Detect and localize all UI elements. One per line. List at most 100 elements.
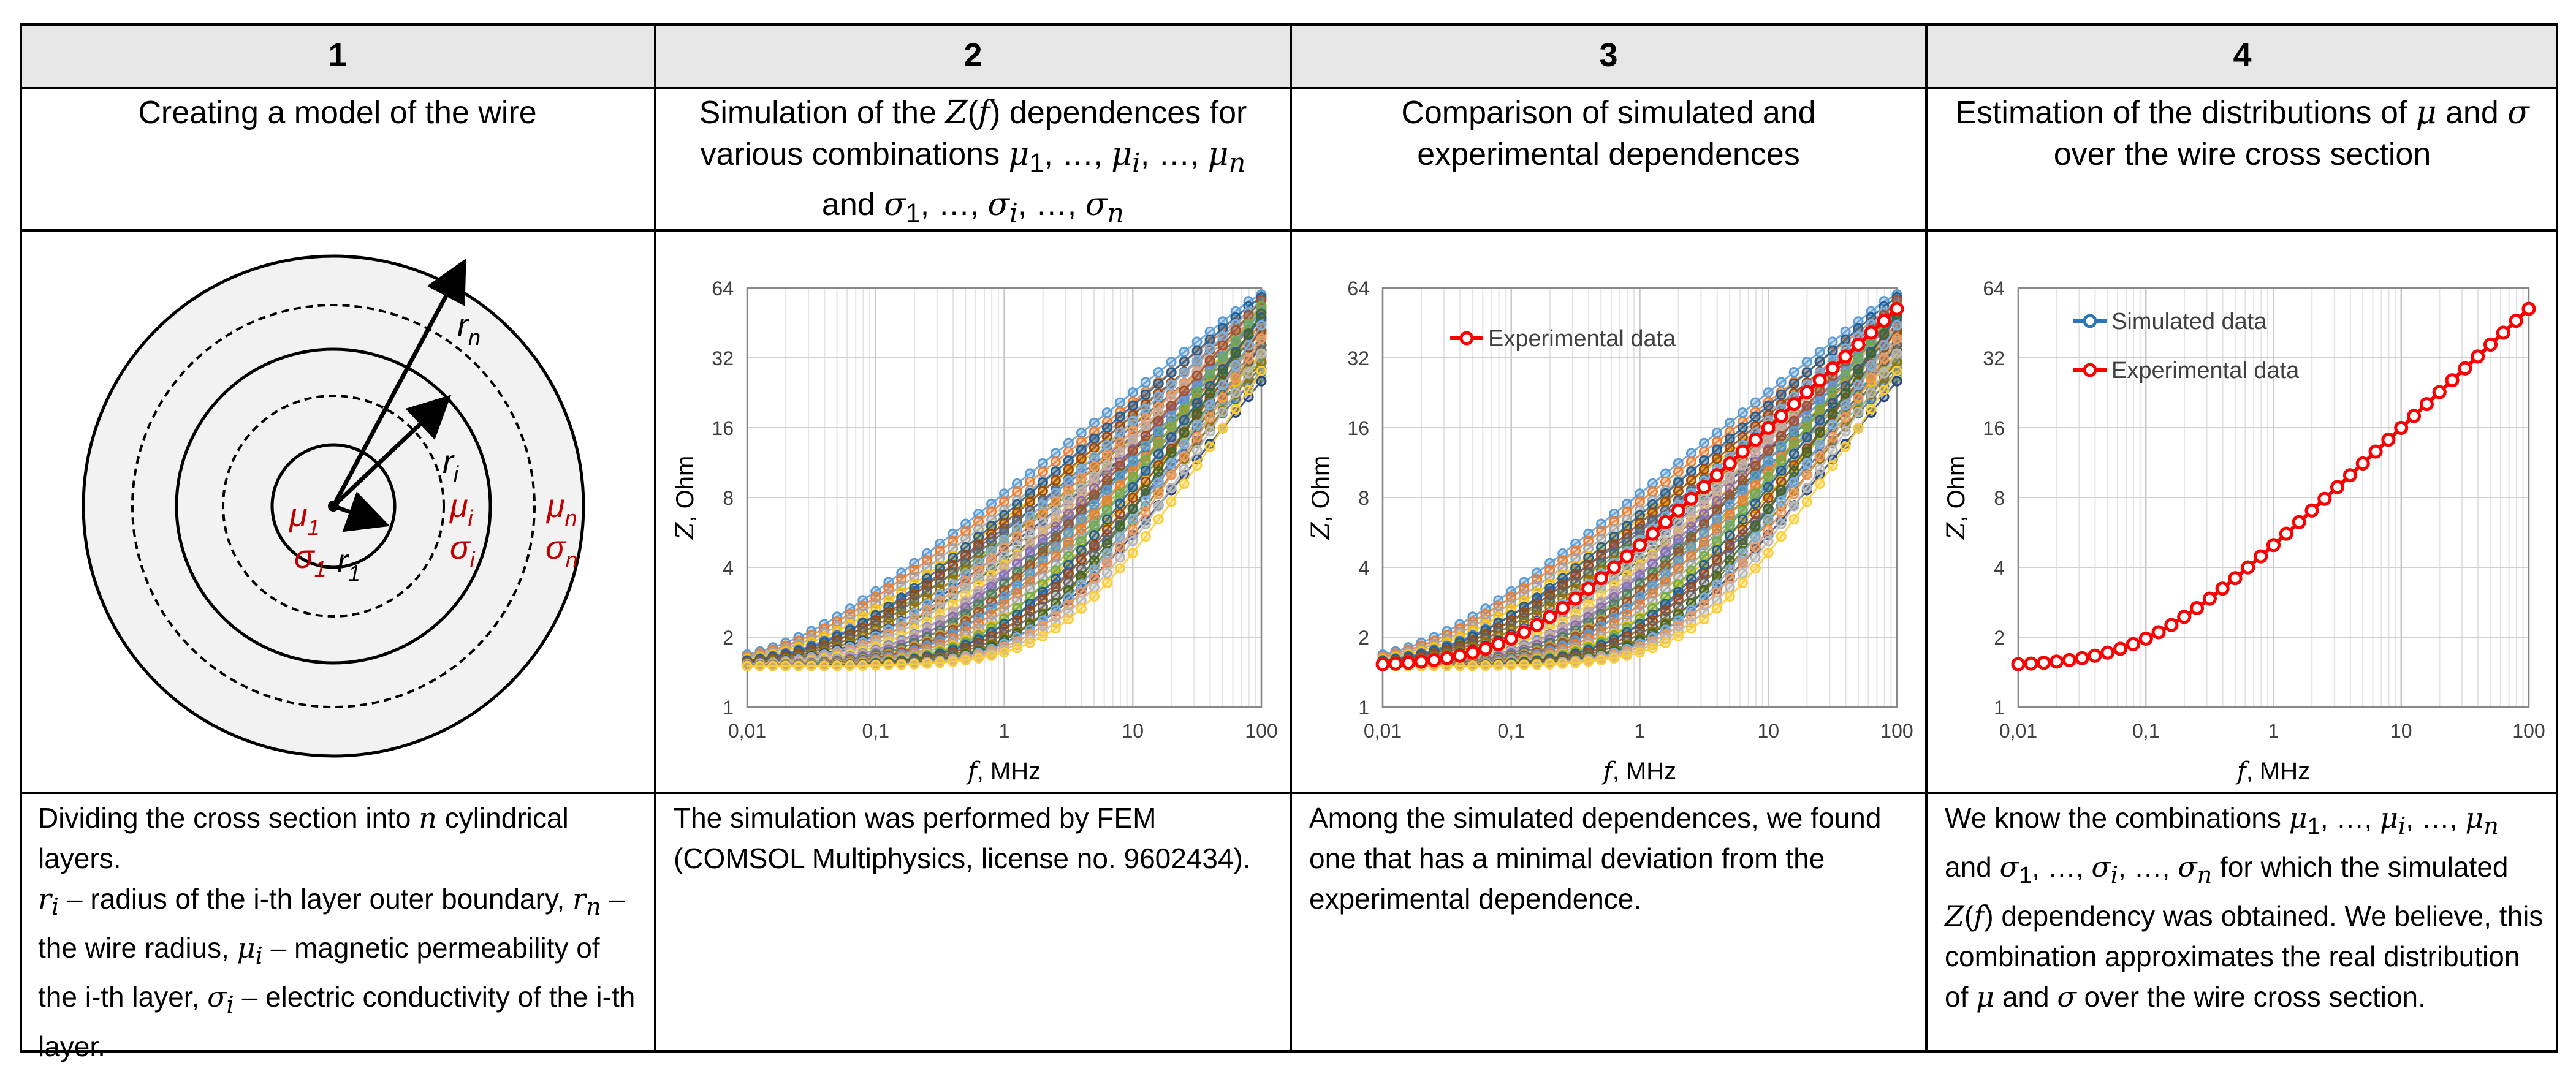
x-tick-label: 10 [1757, 720, 1779, 742]
simulated-data-point [1660, 529, 1671, 540]
simulated-data-point [1840, 399, 1851, 410]
simulated-data-point [1814, 439, 1825, 450]
simulated-data-point [1814, 356, 1825, 367]
simulated-data-point [1827, 419, 1838, 430]
simulated-data-point [1788, 488, 1799, 499]
x-tick-label: 0,1 [2132, 720, 2159, 742]
experimental-data-point [2458, 361, 2472, 376]
simulated-data-point [1647, 486, 1658, 497]
header-row-background [20, 23, 2558, 87]
simulated-data-point [1101, 475, 1112, 486]
simulated-data-point [1153, 466, 1164, 477]
experimental-data-point [1388, 656, 1403, 671]
simulated-data-point [1737, 577, 1748, 588]
simulated-data-point [1557, 658, 1568, 669]
simulated-data-point [1827, 387, 1838, 398]
simulated-data-point [1153, 426, 1164, 437]
simulated-data-point [1647, 643, 1658, 654]
experimental-data-point [2521, 301, 2536, 316]
simulated-data-point [1166, 421, 1177, 432]
simulated-data-point [1037, 486, 1048, 497]
simulated-data-point [1763, 387, 1774, 398]
simulated-data-point [960, 655, 971, 666]
simulated-data-point [948, 528, 959, 539]
simulated-data-point [1763, 524, 1774, 535]
chart-cell-4: 1 2 4 8 16 32 64 0,01 0,1 1 10 100 f, MHz Z, Ohm Simul… [1926, 229, 2558, 792]
layer-boundary-i [175, 347, 492, 665]
simulated-data-point [793, 660, 804, 671]
simulated-data-point [1827, 445, 1838, 456]
simulated-data-point [1724, 490, 1735, 501]
label-mu-i: μi [449, 488, 474, 531]
simulated-data-point [1114, 437, 1125, 448]
experimental-data-point [1517, 625, 1532, 640]
experimental-data-point [2215, 581, 2230, 596]
simulated-data-point [1204, 334, 1215, 345]
simulated-data-point [1101, 439, 1112, 450]
simulated-data-point [1037, 563, 1048, 574]
label-r-n: rn [457, 307, 481, 350]
simulated-data-point [1763, 513, 1774, 524]
simulated-data-point [1801, 470, 1812, 481]
experimental-data-point [2445, 373, 2460, 388]
simulated-data-point [1827, 431, 1838, 442]
simulated-data-point [1153, 477, 1164, 488]
simulated-data-point [1596, 534, 1607, 545]
simulated-data-point [1788, 426, 1799, 437]
simulated-data-point [1788, 501, 1799, 512]
simulated-data-point [1204, 399, 1215, 410]
simulated-data-point [1024, 520, 1035, 531]
y-tick-label: 1 [723, 697, 734, 719]
x-tick-label: 0,01 [1999, 720, 2037, 742]
simulated-data-point [1763, 482, 1774, 493]
x-tick-label: 100 [1880, 720, 1913, 742]
label-r-1: r1 [337, 543, 360, 586]
label-sigma-n: σn [545, 529, 578, 572]
y-tick-label: 4 [1994, 557, 2005, 579]
simulated-data-point [1801, 482, 1812, 493]
simulated-data-point [1127, 387, 1138, 398]
simulated-data-point [1660, 468, 1671, 479]
simulated-data-point [1153, 448, 1164, 459]
simulated-data-point [922, 658, 933, 669]
simulated-data-point [1127, 445, 1138, 456]
table-col-divider-1 [654, 23, 656, 1053]
x-tick-label: 10 [1122, 720, 1144, 742]
experimental-data-point [1620, 549, 1635, 564]
simulated-data-point [1711, 536, 1722, 547]
simulated-data-point [1050, 475, 1061, 486]
simulated-data-point [1724, 555, 1735, 566]
simulated-data-point [1698, 455, 1709, 466]
experimental-data-point [1594, 571, 1609, 586]
experimental-data-point [1851, 337, 1866, 352]
simulated-data-point [1063, 455, 1074, 466]
simulated-data-point [960, 518, 971, 529]
simulated-data-point [1879, 385, 1890, 396]
simulated-data-point [1711, 570, 1722, 581]
simulated-data-point [1853, 352, 1864, 363]
experimental-data-point [2496, 325, 2510, 340]
simulated-data-point [1140, 496, 1151, 507]
y-axis-label: Z, Ohm [1307, 456, 1335, 541]
simulated-data-point [1737, 460, 1748, 471]
simulated-data-point [999, 542, 1009, 553]
simulated-data-point [1101, 548, 1112, 559]
simulated-data-point [1179, 464, 1190, 475]
simulated-data-point [986, 650, 997, 661]
simulated-data-point [1788, 415, 1799, 426]
simulated-data-point [1140, 518, 1151, 529]
simulated-data-point [973, 531, 984, 542]
simulated-data-point [1037, 546, 1048, 558]
simulated-data-point [1763, 400, 1774, 411]
simulated-data-point [1204, 441, 1215, 452]
table-col-divider-3 [1925, 23, 1928, 1053]
simulated-data-point [1256, 348, 1267, 359]
step-number-4: 4 [2233, 37, 2252, 74]
legend-swatch-marker [1459, 331, 1474, 346]
simulated-data-point [1127, 415, 1138, 426]
simulated-data-point [960, 583, 971, 594]
simulated-data-point [1011, 643, 1022, 654]
simulated-data-point [1801, 410, 1812, 422]
simulated-data-point [1737, 494, 1748, 505]
simulated-data-point [1622, 562, 1633, 573]
